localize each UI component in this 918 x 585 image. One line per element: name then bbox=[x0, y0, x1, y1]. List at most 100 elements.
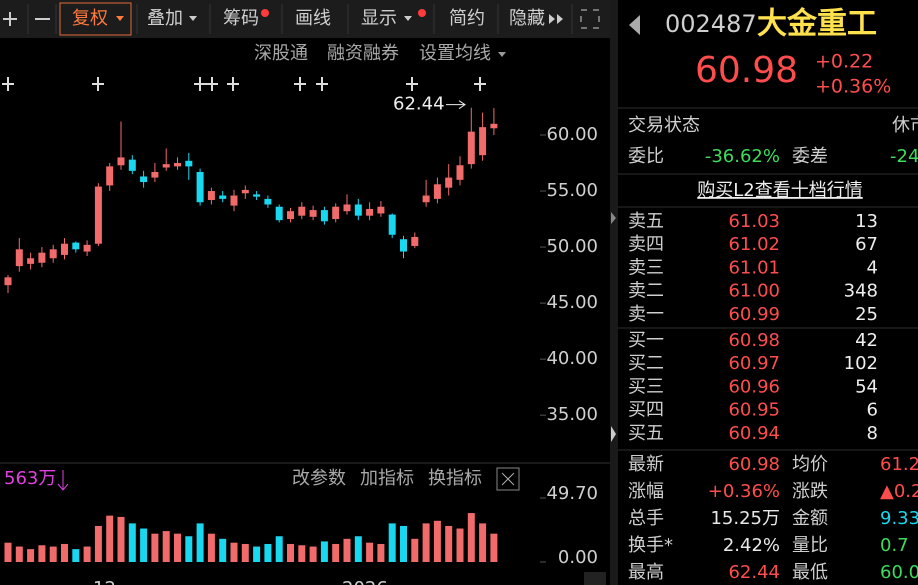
candle-body bbox=[219, 195, 227, 199]
toolbar-button[interactable]: 复权 bbox=[72, 8, 108, 29]
toolbar-button[interactable]: 筹码 bbox=[223, 8, 259, 29]
stat-value: +0.36% bbox=[708, 481, 780, 502]
change: +0.22 bbox=[815, 51, 873, 73]
candle-body bbox=[467, 131, 475, 165]
event-marker[interactable] bbox=[406, 77, 418, 91]
candle-body bbox=[433, 184, 441, 199]
book-price: 60.98 bbox=[728, 330, 780, 351]
book-volume: 13 bbox=[855, 211, 878, 232]
toolbar-button[interactable]: 简约 bbox=[449, 8, 485, 29]
active-button[interactable] bbox=[59, 2, 132, 36]
toolbar-button[interactable]: 隐藏 bbox=[509, 8, 545, 29]
event-marker[interactable] bbox=[194, 77, 206, 91]
y-tick-label: 49.70 bbox=[546, 483, 598, 504]
candle-body bbox=[196, 171, 204, 203]
stat-value: 61.2 bbox=[880, 454, 918, 475]
volume-bar bbox=[422, 523, 430, 562]
collapse-icon bbox=[557, 14, 563, 24]
candle-body bbox=[61, 243, 68, 255]
stat-label: 总手 bbox=[628, 508, 664, 529]
scroll-button[interactable] bbox=[584, 572, 606, 585]
y-tick-label: 60.00 bbox=[546, 124, 598, 145]
close-icon[interactable] bbox=[501, 472, 515, 486]
toolbar bbox=[0, 0, 610, 38]
event-marker[interactable] bbox=[227, 77, 239, 91]
stat-value: 62.44 bbox=[728, 562, 780, 583]
toolbar-button[interactable]: 显示 bbox=[361, 8, 397, 29]
event-marker[interactable] bbox=[474, 77, 486, 91]
book-volume: 348 bbox=[844, 281, 878, 302]
event-marker[interactable] bbox=[2, 77, 14, 91]
scroll-handle[interactable] bbox=[611, 426, 616, 442]
event-marker[interactable] bbox=[316, 77, 328, 91]
event-marker[interactable] bbox=[92, 77, 104, 91]
volume-bar bbox=[354, 536, 362, 562]
book-label: 卖三 bbox=[628, 257, 664, 278]
volume-bar bbox=[445, 525, 453, 562]
badge bbox=[261, 9, 269, 17]
status-label: 交易状态 bbox=[628, 115, 700, 136]
ratio-value: -24 bbox=[890, 146, 918, 167]
candle-body bbox=[72, 242, 80, 250]
scrollbar[interactable] bbox=[610, 0, 618, 585]
fullscreen-icon[interactable] bbox=[580, 9, 600, 29]
stat-label: 换手* bbox=[628, 535, 673, 556]
candle-body bbox=[366, 208, 374, 216]
volume-bar bbox=[151, 533, 159, 562]
stock-code: 002487 bbox=[665, 10, 757, 38]
candle-body bbox=[151, 171, 159, 178]
volume-bar bbox=[479, 523, 487, 562]
dropdown-icon bbox=[116, 16, 124, 21]
l2-link[interactable]: 购买L2查看十档行情 bbox=[697, 180, 862, 201]
stat-label: 最低 bbox=[792, 562, 828, 583]
stat-label: 金额 bbox=[792, 508, 828, 529]
volume-bar bbox=[309, 546, 317, 562]
ratio-value: -36.62% bbox=[705, 146, 780, 167]
annotation-arrow bbox=[458, 100, 466, 110]
stat-label: 量比 bbox=[792, 535, 828, 556]
dropdown-icon bbox=[404, 16, 412, 21]
book-price: 60.99 bbox=[728, 304, 780, 325]
candle-body bbox=[94, 186, 102, 244]
event-marker[interactable] bbox=[294, 77, 306, 91]
toolbar-button[interactable]: 叠加 bbox=[147, 8, 183, 29]
candle-body bbox=[174, 163, 181, 167]
back-icon[interactable] bbox=[629, 15, 640, 35]
volume-bar bbox=[366, 542, 374, 562]
book-volume: 8 bbox=[867, 423, 878, 444]
toolbar-button[interactable]: 画线 bbox=[295, 8, 331, 29]
indicator-button[interactable]: 换指标 bbox=[428, 468, 482, 489]
chart-link[interactable]: 融资融券 bbox=[327, 43, 399, 64]
price: 60.98 bbox=[695, 50, 798, 91]
volume-arrow bbox=[57, 483, 69, 491]
volume-bar bbox=[332, 543, 340, 562]
stat-value: ▲0.2 bbox=[880, 481, 918, 502]
volume-label: 563万 bbox=[4, 468, 56, 489]
volume-bar bbox=[490, 533, 498, 562]
dropdown-icon bbox=[189, 16, 197, 21]
book-price: 61.03 bbox=[728, 211, 780, 232]
chart-link[interactable]: 深股通 bbox=[254, 43, 308, 64]
indicator-button[interactable]: 加指标 bbox=[360, 468, 414, 489]
x-tick-label: 2026 bbox=[342, 578, 388, 585]
candle-body bbox=[241, 189, 249, 194]
book-label: 买二 bbox=[628, 353, 664, 374]
book-volume: 67 bbox=[855, 234, 878, 255]
book-label: 买五 bbox=[628, 423, 664, 444]
chart-link[interactable]: 设置均线 bbox=[419, 43, 491, 64]
book-price: 60.96 bbox=[728, 376, 780, 397]
scroll-handle[interactable] bbox=[611, 212, 616, 224]
volume-bar bbox=[400, 525, 407, 562]
volume-bar bbox=[128, 523, 136, 562]
candle-body bbox=[15, 249, 23, 267]
stat-value: 60.98 bbox=[728, 454, 780, 475]
candle-body bbox=[320, 210, 328, 222]
volume-bar bbox=[196, 523, 204, 562]
indicator-button[interactable]: 改参数 bbox=[292, 468, 346, 489]
volume-bar bbox=[467, 513, 475, 562]
candle-body bbox=[83, 244, 91, 252]
event-marker[interactable] bbox=[206, 77, 218, 91]
change-pct: +0.36% bbox=[815, 76, 891, 98]
candle-body bbox=[140, 176, 148, 183]
close-box[interactable] bbox=[496, 467, 520, 491]
